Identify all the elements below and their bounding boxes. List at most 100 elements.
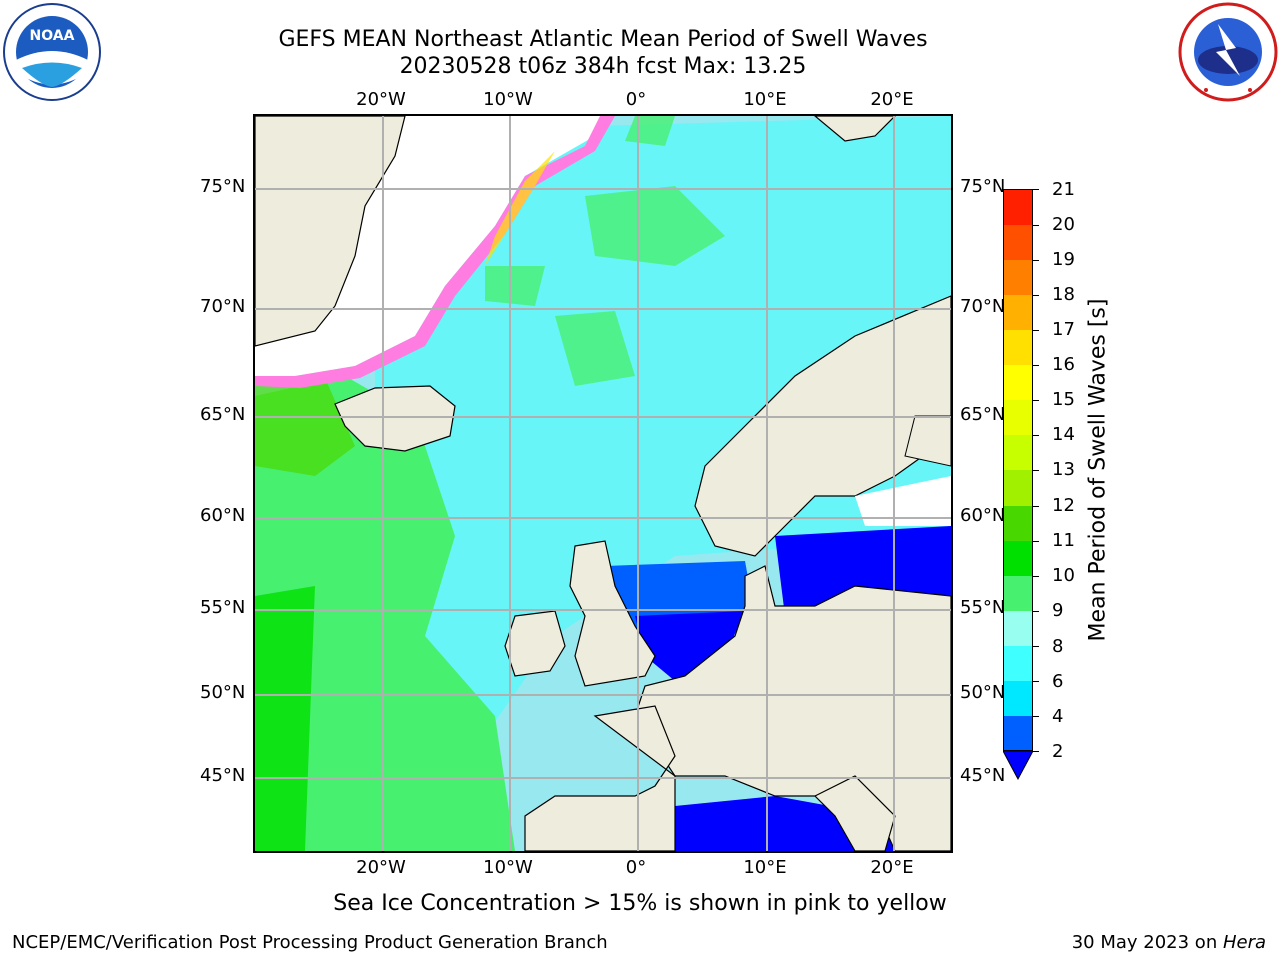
lat-label-left-65n: 65°N: [200, 404, 246, 425]
graticule: [255, 116, 951, 851]
colorbar-tick-label: 17: [1052, 319, 1075, 340]
lat-label-left-45n: 45°N: [200, 765, 246, 786]
colorbar-tickmark: [1033, 189, 1039, 190]
colorbar-tick-label: 10: [1052, 565, 1075, 586]
gulf-of-bothnia-ice: [855, 476, 951, 526]
lon-label-top-0: 0°: [625, 89, 647, 110]
chart-title: GEFS MEAN Northeast Atlantic Mean Period…: [278, 27, 928, 52]
lat-label-right-65n: 65°N: [960, 404, 1006, 425]
swell-zone-9-10s-west: [255, 376, 515, 851]
colorbar-tick-label: 18: [1052, 284, 1075, 305]
lon-label-top-20w: 20°W: [356, 89, 406, 110]
colorbar-label: Mean Period of Swell Waves [s]: [1085, 298, 1111, 642]
colorbar-tick-label: 21: [1052, 179, 1075, 200]
colorbar-segment-17-18: [1003, 295, 1033, 330]
chart-subtitle: 20230528 t06z 384h fcst Max: 13.25: [399, 54, 807, 79]
colorbar-tick-label: 13: [1052, 459, 1075, 480]
lat-label-right-60n: 60°N: [960, 505, 1006, 526]
colorbar-tick-label: 4: [1052, 706, 1064, 727]
colorbar-tickmark: [1033, 435, 1039, 436]
colorbar-segment-15-16: [1003, 365, 1033, 400]
colorbar-tick-label: 15: [1052, 389, 1075, 410]
colorbar-tickmark: [1033, 225, 1039, 226]
colorbar-tick-label: 12: [1052, 495, 1075, 516]
colorbar-tickmark: [1033, 365, 1039, 366]
colorbar-tickmark: [1033, 681, 1039, 682]
lat-label-left-75n: 75°N: [200, 176, 246, 197]
footer-host: Hera: [1222, 932, 1266, 953]
colorbar-tick-label: 19: [1052, 249, 1075, 270]
colorbar-tickmark: [1033, 506, 1039, 507]
lon-label-bottom-10w: 10°W: [483, 857, 533, 878]
colorbar-segment-9-10: [1003, 576, 1033, 611]
colorbar-tickmark: [1033, 716, 1039, 717]
land-italy: [813, 775, 896, 851]
lat-label-left-60n: 60°N: [200, 505, 246, 526]
colorbar-tickmark: [1033, 751, 1039, 752]
colorbar-tick-label: 6: [1052, 671, 1064, 692]
colorbar-tick-label: 2: [1052, 741, 1064, 762]
lat-label-right-70n: 70°N: [960, 296, 1006, 317]
swell-zone-below-2s-north-sea: [635, 611, 745, 681]
colorbar-tickmark: [1033, 541, 1039, 542]
colorbar-tickmark: [1033, 295, 1039, 296]
land-greenland: [255, 116, 406, 347]
colorbar-segment-16-17: [1003, 330, 1033, 365]
land-central-europe: [634, 565, 951, 851]
land-iceland: [334, 385, 456, 452]
colorbar-tickmark: [1033, 611, 1039, 612]
colorbar-tickmark: [1033, 400, 1039, 401]
colorbar-tick-label: 8: [1052, 636, 1064, 657]
colorbar-tick-label: 9: [1052, 600, 1064, 621]
map-panel: [253, 114, 953, 853]
colorbar-segment-11-12: [1003, 506, 1033, 541]
colorbar-tick-label: 16: [1052, 354, 1075, 375]
sea-ice-edge-yellow: [485, 151, 555, 266]
colorbar-segment-14-15: [1003, 400, 1033, 435]
lat-label-left-55n: 55°N: [200, 597, 246, 618]
lat-label-left-50n: 50°N: [200, 682, 246, 703]
lon-label-bottom-0: 0°: [625, 857, 647, 878]
land-great-britain: [569, 540, 656, 687]
lon-label-bottom-20e: 20°E: [870, 857, 914, 878]
colorbar-segment-10-11: [1003, 541, 1033, 576]
swell-zone-11-12s: [255, 378, 355, 476]
lat-label-left-70n: 70°N: [200, 296, 246, 317]
lon-label-top-20e: 20°E: [870, 89, 914, 110]
lon-label-top-10w: 10°W: [483, 89, 533, 110]
colorbar-tickmark: [1033, 260, 1039, 261]
nws-logo: [1178, 2, 1278, 102]
footer-credit: NCEP/EMC/Verification Post Processing Pr…: [12, 932, 608, 953]
footer-date: 30 May 2023 on Hera: [1072, 932, 1266, 953]
colorbar-segment-18-19: [1003, 260, 1033, 295]
lat-label-right-55n: 55°N: [960, 597, 1006, 618]
land-scandinavia: [694, 295, 951, 557]
map-svg: [255, 116, 951, 851]
swell-zone-10-11s: [255, 586, 315, 851]
lon-label-bottom-10e: 10°E: [743, 857, 787, 878]
colorbar-tickmark: [1033, 576, 1039, 577]
swell-patch-north-2: [555, 311, 635, 386]
lon-label-top-10e: 10°E: [743, 89, 787, 110]
colorbar-segment-2-4: [1003, 716, 1033, 751]
noaa-logo-text: NOAA: [30, 28, 75, 44]
swell-patch-north-3: [485, 266, 545, 306]
sea-ice-note: Sea Ice Concentration > 15% is shown in …: [333, 891, 947, 916]
colorbar-tickmark: [1033, 646, 1039, 647]
colorbar-segment-20-21: [1003, 189, 1033, 225]
colorbar-segment-6-8: [1003, 646, 1033, 681]
lat-label-right-50n: 50°N: [960, 682, 1006, 703]
colorbar-segment-13-14: [1003, 435, 1033, 470]
lat-label-right-75n: 75°N: [960, 176, 1006, 197]
colorbar-tickmark: [1033, 470, 1039, 471]
colorbar-tick-label: 14: [1052, 424, 1075, 445]
colorbar-segment-4-6: [1003, 681, 1033, 716]
footer-date-text: 30 May 2023 on: [1071, 932, 1223, 953]
swell-patch-north-1: [585, 186, 725, 266]
colorbar-tick-label: 11: [1052, 530, 1075, 551]
colorbar-segment-19-20: [1003, 225, 1033, 260]
colorbar-extend-arrow: [1003, 751, 1033, 781]
lon-label-bottom-20w: 20°W: [356, 857, 406, 878]
colorbar-tick-label: 20: [1052, 214, 1075, 235]
lat-label-right-45n: 45°N: [960, 765, 1006, 786]
